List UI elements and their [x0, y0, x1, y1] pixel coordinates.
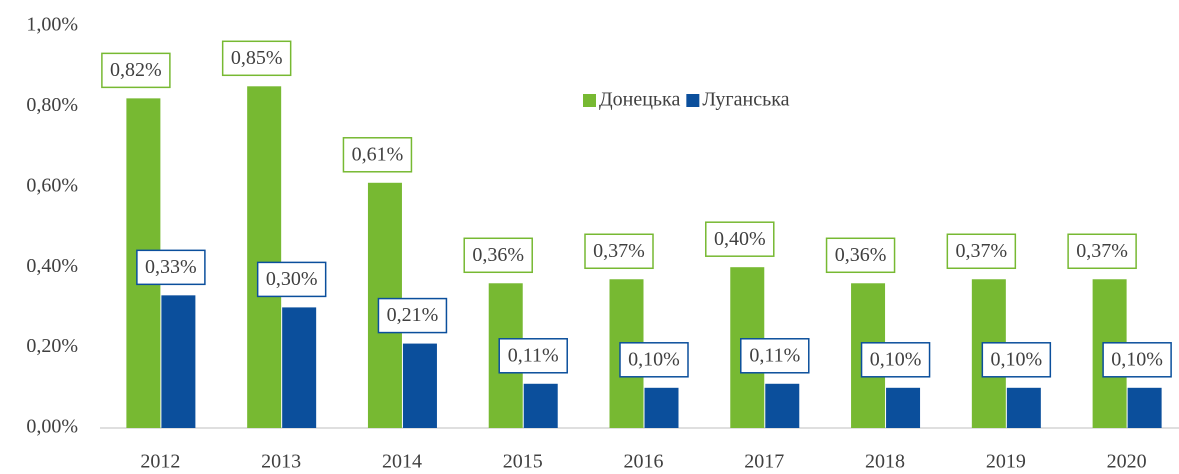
bar: [161, 295, 196, 428]
bar: [644, 387, 679, 428]
legend-label: Луганська: [702, 89, 789, 111]
x-tick-label: 2018: [865, 451, 905, 473]
data-label: 0,36%: [472, 244, 524, 266]
y-tick-label: 0,20%: [26, 335, 78, 357]
data-label-box: [584, 233, 654, 270]
data-label-box: [342, 137, 413, 173]
data-label-box: [946, 233, 1017, 270]
data-label: 0,21%: [387, 304, 439, 326]
legend-swatch: [686, 94, 700, 107]
data-label: 0,33%: [145, 256, 197, 278]
legend-label: Донецька: [599, 89, 680, 111]
data-label-box: [1102, 342, 1172, 378]
data-label: 0,37%: [955, 240, 1007, 262]
data-label: 0,82%: [110, 59, 162, 81]
bar: [1006, 387, 1041, 428]
data-label: 0,10%: [870, 348, 922, 370]
data-label-box: [377, 297, 448, 334]
data-label: 0,37%: [593, 240, 645, 262]
data-label-box: [256, 261, 327, 298]
data-label: 0,10%: [628, 348, 680, 370]
data-label: 0,85%: [231, 47, 283, 69]
data-label-box: [619, 342, 689, 378]
bar: [523, 383, 558, 428]
x-tick-label: 2019: [986, 451, 1026, 473]
data-label: 0,36%: [835, 244, 887, 266]
x-tick-label: 2012: [140, 451, 180, 473]
x-tick-label: 2013: [261, 451, 301, 473]
data-label-box: [101, 52, 171, 89]
y-tick-label: 0,60%: [26, 174, 78, 196]
bar: [765, 383, 800, 428]
bar: [402, 343, 437, 428]
x-tick-label: 2014: [382, 451, 422, 473]
data-label-box: [498, 338, 568, 374]
y-tick-label: 0,80%: [26, 94, 78, 116]
y-tick-label: 0,40%: [26, 255, 78, 277]
legend-swatch: [583, 94, 596, 107]
data-label: 0,40%: [714, 228, 766, 250]
data-label: 0,10%: [1111, 348, 1163, 370]
data-label: 0,61%: [352, 143, 404, 165]
data-label-box: [860, 342, 931, 378]
data-label-box: [136, 249, 206, 286]
data-label: 0,11%: [749, 344, 800, 366]
x-tick-label: 2016: [624, 451, 664, 473]
bar: [1127, 387, 1162, 428]
data-label-box: [825, 237, 896, 274]
data-label-box: [740, 338, 810, 374]
data-label-box: [981, 342, 1052, 378]
bar: [247, 86, 282, 429]
y-tick-label: 0,00%: [26, 416, 78, 438]
data-label: 0,10%: [990, 348, 1042, 370]
data-label: 0,37%: [1076, 240, 1128, 262]
bar: [282, 307, 317, 428]
data-label-box: [221, 40, 292, 77]
data-label-box: [463, 237, 533, 274]
x-tick-label: 2015: [503, 451, 543, 473]
data-label: 0,11%: [508, 344, 559, 366]
x-tick-label: 2017: [744, 451, 784, 473]
data-label: 0,30%: [266, 268, 318, 290]
x-tick-label: 2020: [1107, 451, 1147, 473]
data-label-box: [1067, 233, 1137, 270]
data-label-box: [705, 221, 775, 257]
bar: [886, 387, 921, 428]
y-tick-label: 1,00%: [26, 14, 78, 36]
